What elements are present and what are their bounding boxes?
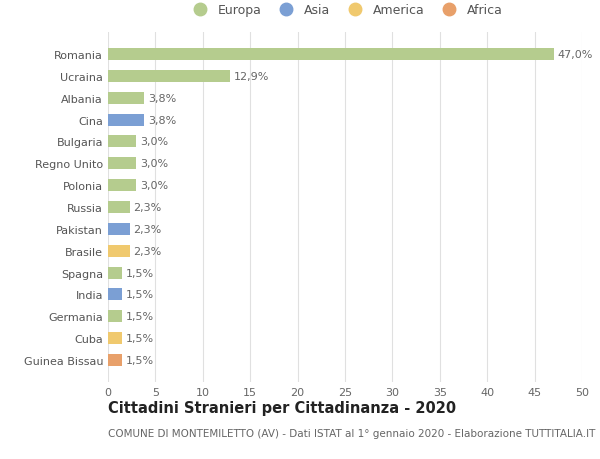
Text: 12,9%: 12,9% bbox=[234, 72, 269, 82]
Bar bbox=[108, 114, 144, 126]
Text: 1,5%: 1,5% bbox=[126, 268, 154, 278]
Bar bbox=[108, 267, 122, 279]
Text: 3,0%: 3,0% bbox=[140, 137, 169, 147]
Bar bbox=[108, 245, 130, 257]
Text: 1,5%: 1,5% bbox=[126, 290, 154, 300]
Text: COMUNE DI MONTEMILETTO (AV) - Dati ISTAT al 1° gennaio 2020 - Elaborazione TUTTI: COMUNE DI MONTEMILETTO (AV) - Dati ISTAT… bbox=[108, 428, 595, 438]
Bar bbox=[108, 202, 130, 213]
Text: 3,8%: 3,8% bbox=[148, 115, 176, 125]
Text: 2,3%: 2,3% bbox=[134, 224, 162, 235]
Text: 1,5%: 1,5% bbox=[126, 333, 154, 343]
Bar bbox=[108, 332, 122, 344]
Text: 1,5%: 1,5% bbox=[126, 312, 154, 322]
Text: 2,3%: 2,3% bbox=[134, 246, 162, 256]
Bar bbox=[108, 354, 122, 366]
Text: 2,3%: 2,3% bbox=[134, 202, 162, 213]
Text: 1,5%: 1,5% bbox=[126, 355, 154, 365]
Bar bbox=[108, 93, 144, 105]
Bar bbox=[108, 289, 122, 301]
Bar bbox=[108, 224, 130, 235]
Bar bbox=[108, 311, 122, 323]
Text: Cittadini Stranieri per Cittadinanza - 2020: Cittadini Stranieri per Cittadinanza - 2… bbox=[108, 400, 456, 415]
Bar bbox=[108, 71, 230, 83]
Legend: Europa, Asia, America, Africa: Europa, Asia, America, Africa bbox=[185, 2, 505, 20]
Bar bbox=[108, 180, 136, 192]
Text: 47,0%: 47,0% bbox=[557, 50, 593, 60]
Text: 3,0%: 3,0% bbox=[140, 181, 169, 191]
Bar bbox=[108, 158, 136, 170]
Text: 3,8%: 3,8% bbox=[148, 94, 176, 104]
Bar bbox=[108, 136, 136, 148]
Bar bbox=[108, 49, 554, 61]
Text: 3,0%: 3,0% bbox=[140, 159, 169, 169]
